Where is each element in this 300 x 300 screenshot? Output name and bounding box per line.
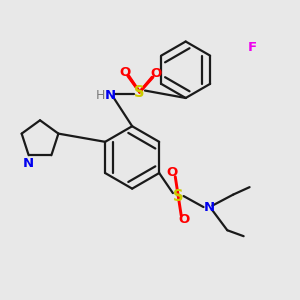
Text: N: N <box>23 157 34 170</box>
Text: S: S <box>173 189 184 204</box>
Text: F: F <box>248 41 257 54</box>
Text: H: H <box>96 88 105 101</box>
Text: O: O <box>167 167 178 179</box>
Text: N: N <box>105 88 116 101</box>
Text: S: S <box>134 85 145 100</box>
Text: O: O <box>119 66 130 79</box>
Text: N: N <box>204 202 215 214</box>
Text: O: O <box>178 213 190 226</box>
Text: O: O <box>150 67 162 80</box>
